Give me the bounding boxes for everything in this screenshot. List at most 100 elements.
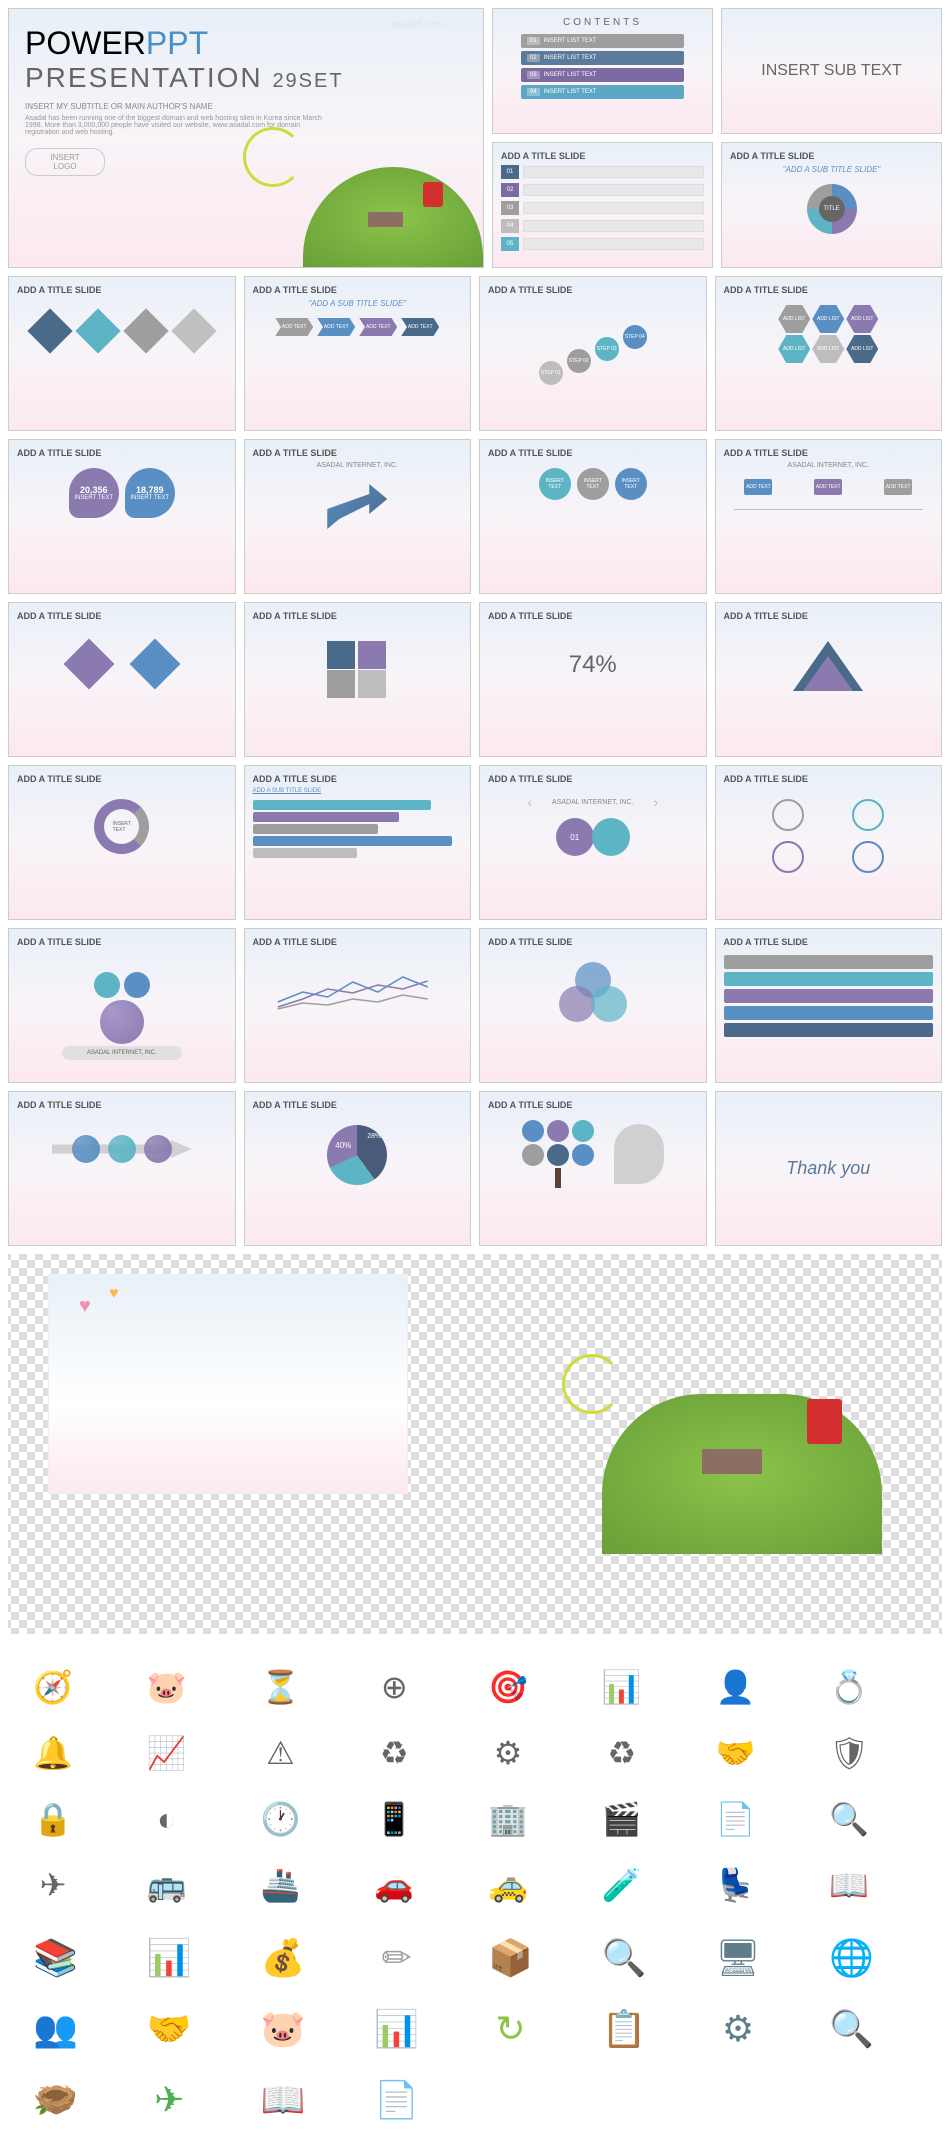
gray-icon: ⏳ — [256, 1662, 306, 1712]
venn-diagram — [553, 962, 633, 1032]
cycle-slide: ADD A TITLE SLIDE INSERTTEXT — [8, 765, 236, 920]
gray-icon: 🔒 — [28, 1794, 78, 1844]
gray-icon: 🐷 — [142, 1662, 192, 1712]
timeline-line — [734, 509, 924, 510]
list-bar — [724, 1023, 934, 1037]
puzzle-piece — [358, 670, 386, 698]
pyramid-icon — [793, 641, 863, 691]
list-bar — [724, 1006, 934, 1020]
gray-icon: 🛡 — [824, 1728, 874, 1778]
list-bar — [724, 972, 934, 986]
grid-row-6: ADD A TITLE SLIDE ADD A TITLE SLIDE 40% … — [8, 1091, 942, 1246]
chevron-right-icon: › — [653, 794, 658, 810]
sphere — [72, 1135, 100, 1163]
icon-circles-slide: ADD A TITLE SLIDE — [715, 765, 943, 920]
color-icon-grid: 📚📊💰✏📦🔍🖥🌐👥🤝🐷📊↻📋⚙🔍🪹✈📖📄 — [28, 1930, 922, 2127]
timeline-point: ADD TEXT — [744, 479, 772, 495]
linechart-slide: ADD A TITLE SLIDE — [244, 928, 472, 1083]
title-part1: POWER — [25, 25, 146, 61]
gray-icon: 👤 — [711, 1662, 761, 1712]
list-row: 03 — [501, 201, 704, 215]
mailbox-icon — [807, 1399, 842, 1444]
gray-icon: 💺 — [711, 1860, 761, 1910]
grid-row-5: ADD A TITLE SLIDE ASADAL INTERNET, INC. … — [8, 928, 942, 1083]
step-circle: STEP 04 — [623, 325, 647, 349]
donut-chart: TITLE — [807, 184, 857, 234]
bg-asset-2 — [522, 1274, 902, 1554]
arrow-step: ADD TEXT — [317, 318, 355, 336]
color-icon: 📋 — [597, 2001, 652, 2056]
barchart-slide: ADD A TITLE SLIDE ADD A SUB TITLE SLIDE — [244, 765, 472, 920]
diamond-pair-slide: ADD A TITLE SLIDE — [8, 602, 236, 757]
tree-trunk — [555, 1168, 561, 1188]
gray-icon: 🏢 — [483, 1794, 533, 1844]
tree-node — [572, 1120, 594, 1142]
pie-slide: ADD A TITLE SLIDE 40% 28% — [244, 1091, 472, 1246]
hexagon-slide: ADD A TITLE SLIDE ADD LISTADD LISTADD LI… — [715, 276, 943, 431]
list-row: 02 — [501, 183, 704, 197]
step-circle: STEP 01 — [539, 361, 563, 385]
color-icon: ⚙ — [711, 2001, 766, 2056]
pyramid-slide: ADD A TITLE SLIDE — [715, 602, 943, 757]
gray-icon: 🚢 — [256, 1860, 306, 1910]
main-sphere — [100, 1000, 144, 1044]
twin-circles-slide: ADD A TITLE SLIDE ‹ ASADAL INTERNET, INC… — [479, 765, 707, 920]
flow-circles-slide: ADD A TITLE SLIDE INSERT TEXTINSERT TEXT… — [479, 439, 707, 594]
gray-icon: ⚠ — [256, 1728, 306, 1778]
color-icon: ✈ — [142, 2072, 197, 2127]
diamond-shape — [75, 308, 120, 353]
mailbox-icon — [423, 182, 443, 207]
hexagon-shape: ADD LIST — [846, 305, 878, 333]
slide-title: ADD A TITLE SLIDE — [501, 151, 704, 161]
list-bar — [724, 955, 934, 969]
diamond-shape — [171, 308, 216, 353]
venn-slide: ADD A TITLE SLIDE — [479, 928, 707, 1083]
subtext-slide: INSERT SUB TEXT — [721, 8, 942, 134]
contents-item: 04INSERT LIST TEXT — [521, 85, 684, 99]
color-icon: ↻ — [483, 2001, 538, 2056]
list-row: 05 — [501, 237, 704, 251]
flow-circle: INSERT TEXT — [577, 468, 609, 500]
gray-icon-grid: 🧭🐷⏳⊕🎯📊👤💍🔔📈⚠♻⚙♻🤝🛡🔒◐🕐📱🏢🎬📄🔍✈🚌🚢🚗🚕🧪💺📖 — [28, 1662, 922, 1910]
cycle-chart: INSERTTEXT — [94, 799, 149, 854]
chevron-left-icon: ‹ — [527, 794, 532, 810]
color-icon: 🤝 — [142, 2001, 197, 2056]
diamond-shape — [63, 639, 114, 690]
small-sphere — [94, 972, 120, 998]
percentage-value: 74% — [569, 651, 617, 679]
color-icon: 🌐 — [824, 1930, 879, 1985]
color-icon: ✏ — [369, 1930, 424, 1985]
sphere — [108, 1135, 136, 1163]
arrow-step: ADD TEXT — [359, 318, 397, 336]
arrow3d-icon — [327, 479, 387, 529]
icon-circle — [772, 841, 804, 873]
tree-node — [522, 1144, 544, 1166]
bar — [253, 836, 452, 846]
gray-icon: 🔍 — [824, 1794, 874, 1844]
title-part2: PPT — [146, 25, 208, 61]
listbars-slide: ADD A TITLE SLIDE — [715, 928, 943, 1083]
side-column-2: INSERT SUB TEXT ADD A TITLE SLIDE "ADD A… — [721, 8, 942, 268]
bar — [253, 800, 431, 810]
color-icon: 📊 — [369, 2001, 424, 2056]
color-icon: 📄 — [369, 2072, 424, 2127]
bar — [253, 812, 400, 822]
icon-circle — [852, 799, 884, 831]
hexagon-shape: ADD LIST — [812, 305, 844, 333]
hexagon-shape: ADD LIST — [812, 335, 844, 363]
swirl-decoration — [562, 1354, 622, 1414]
gray-icon: ⚙ — [483, 1728, 533, 1778]
grid-row-3: ADD A TITLE SLIDE ADD A TITLE SLIDE ADD … — [8, 602, 942, 757]
circle-02 — [592, 818, 630, 856]
template-gallery: POWERPPT PRESENTATION 29SET INSERT MY SU… — [0, 0, 950, 2155]
sphere — [144, 1135, 172, 1163]
gray-icon: 💍 — [824, 1662, 874, 1712]
icons-section: 🧭🐷⏳⊕🎯📊👤💍🔔📈⚠♻⚙♻🤝🛡🔒◐🕐📱🏢🎬📄🔍✈🚌🚢🚗🚕🧪💺📖 📚📊💰✏📦🔍🖥… — [8, 1642, 942, 2147]
gray-icon: ◐ — [142, 1794, 192, 1844]
gray-icon: 🔔 — [28, 1728, 78, 1778]
gray-icon: ⊕ — [369, 1662, 419, 1712]
color-icon: 🪹 — [28, 2072, 83, 2127]
tree-node — [547, 1144, 569, 1166]
thumb-stat: 18,789INSERT TEXT — [125, 468, 175, 518]
flow-circle: INSERT TEXT — [615, 468, 647, 500]
